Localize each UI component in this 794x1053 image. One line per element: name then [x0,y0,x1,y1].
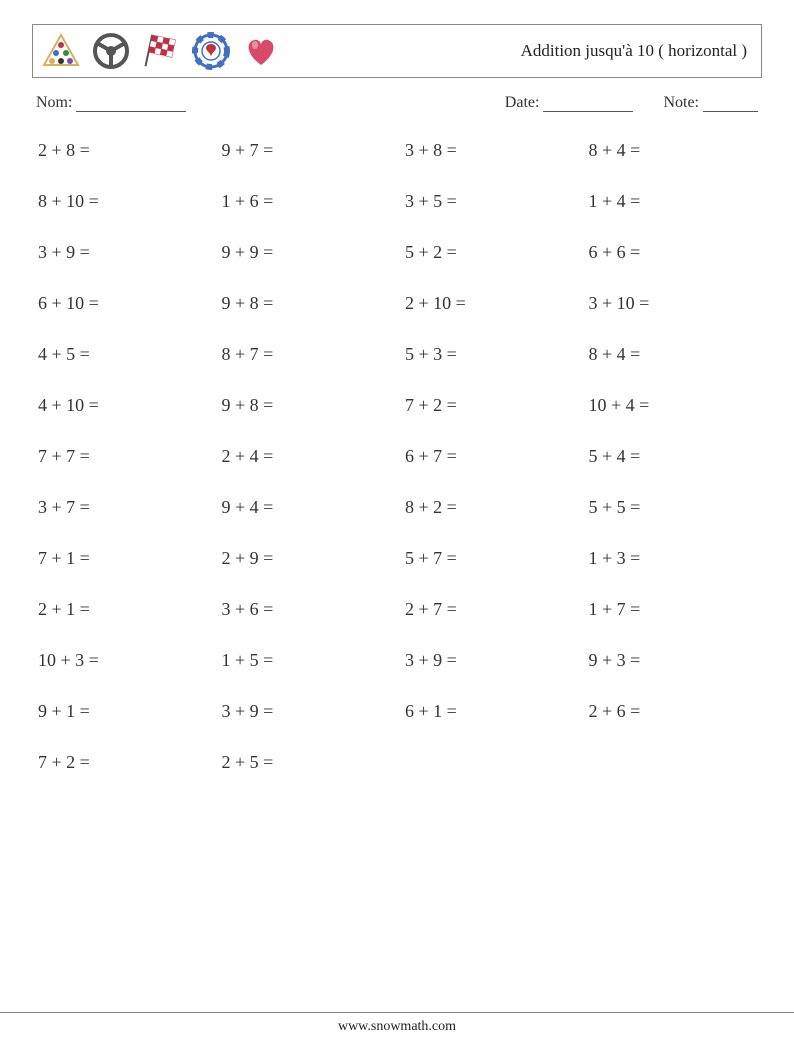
problem-cell: 8 + 4 = [589,344,763,365]
name-blank[interactable] [76,94,186,112]
header-box: Addition jusqu'à 10 ( horizontal ) [32,24,762,78]
steering-wheel-icon [91,31,131,71]
date-blank[interactable] [543,94,633,112]
problem-cell: 3 + 8 = [405,140,579,161]
problem-cell: 5 + 7 = [405,548,579,569]
score-label: Note: [663,94,758,112]
problem-cell: 9 + 8 = [222,395,396,416]
problem-cell: 7 + 2 = [38,752,212,773]
worksheet-title: Addition jusqu'à 10 ( horizontal ) [521,41,747,61]
info-row: Nom: Date: Note: [36,94,758,112]
problem-cell: 6 + 1 = [405,701,579,722]
problem-cell: 9 + 1 = [38,701,212,722]
problem-cell: 2 + 8 = [38,140,212,161]
checkered-flag-icon [141,31,181,71]
problem-cell [589,752,763,773]
problem-cell: 4 + 5 = [38,344,212,365]
problem-cell: 1 + 4 = [589,191,763,212]
page-footer: www.snowmath.com [0,1012,794,1035]
header-icons [41,31,281,71]
problem-cell: 8 + 10 = [38,191,212,212]
problem-cell: 9 + 8 = [222,293,396,314]
problem-cell: 1 + 7 = [589,599,763,620]
problem-cell: 3 + 6 = [222,599,396,620]
problem-cell: 9 + 7 = [222,140,396,161]
problem-cell: 5 + 5 = [589,497,763,518]
problems-grid: 2 + 8 = 9 + 7 = 3 + 8 = 8 + 4 = 8 + 10 = 1 + … [32,140,762,773]
problem-cell: 2 + 9 = [222,548,396,569]
problem-cell: 1 + 5 = [222,650,396,671]
score-blank[interactable] [703,94,758,112]
problem-cell: 3 + 5 = [405,191,579,212]
problem-cell [405,752,579,773]
problem-cell: 3 + 9 = [38,242,212,263]
problem-cell: 2 + 10 = [405,293,579,314]
poker-chip-icon [191,31,231,71]
problem-cell: 10 + 4 = [589,395,763,416]
problem-cell: 5 + 4 = [589,446,763,467]
heart-icon [241,31,281,71]
problem-cell: 9 + 9 = [222,242,396,263]
footer-text: www.snowmath.com [338,1019,456,1034]
date-label: Date: [505,94,634,112]
problem-cell: 2 + 5 = [222,752,396,773]
problem-cell: 7 + 7 = [38,446,212,467]
problem-cell: 6 + 6 = [589,242,763,263]
problem-cell: 5 + 2 = [405,242,579,263]
problem-cell: 7 + 1 = [38,548,212,569]
problem-cell: 9 + 3 = [589,650,763,671]
problem-cell: 3 + 9 = [222,701,396,722]
problem-cell: 10 + 3 = [38,650,212,671]
problem-cell: 1 + 6 = [222,191,396,212]
problem-cell: 3 + 10 = [589,293,763,314]
problem-cell: 2 + 4 = [222,446,396,467]
problem-cell: 4 + 10 = [38,395,212,416]
problem-cell: 2 + 6 = [589,701,763,722]
problem-cell: 2 + 7 = [405,599,579,620]
triangle-billiards-icon [41,31,81,71]
problem-cell: 3 + 7 = [38,497,212,518]
problem-cell: 3 + 9 = [405,650,579,671]
problem-cell: 7 + 2 = [405,395,579,416]
problem-cell: 8 + 4 = [589,140,763,161]
problem-cell: 2 + 1 = [38,599,212,620]
problem-cell: 8 + 7 = [222,344,396,365]
problem-cell: 1 + 3 = [589,548,763,569]
worksheet-page: Addition jusqu'à 10 ( horizontal ) Nom: … [0,0,794,773]
problem-cell: 8 + 2 = [405,497,579,518]
problem-cell: 6 + 7 = [405,446,579,467]
name-label: Nom: [36,94,186,112]
problem-cell: 6 + 10 = [38,293,212,314]
problem-cell: 5 + 3 = [405,344,579,365]
problem-cell: 9 + 4 = [222,497,396,518]
